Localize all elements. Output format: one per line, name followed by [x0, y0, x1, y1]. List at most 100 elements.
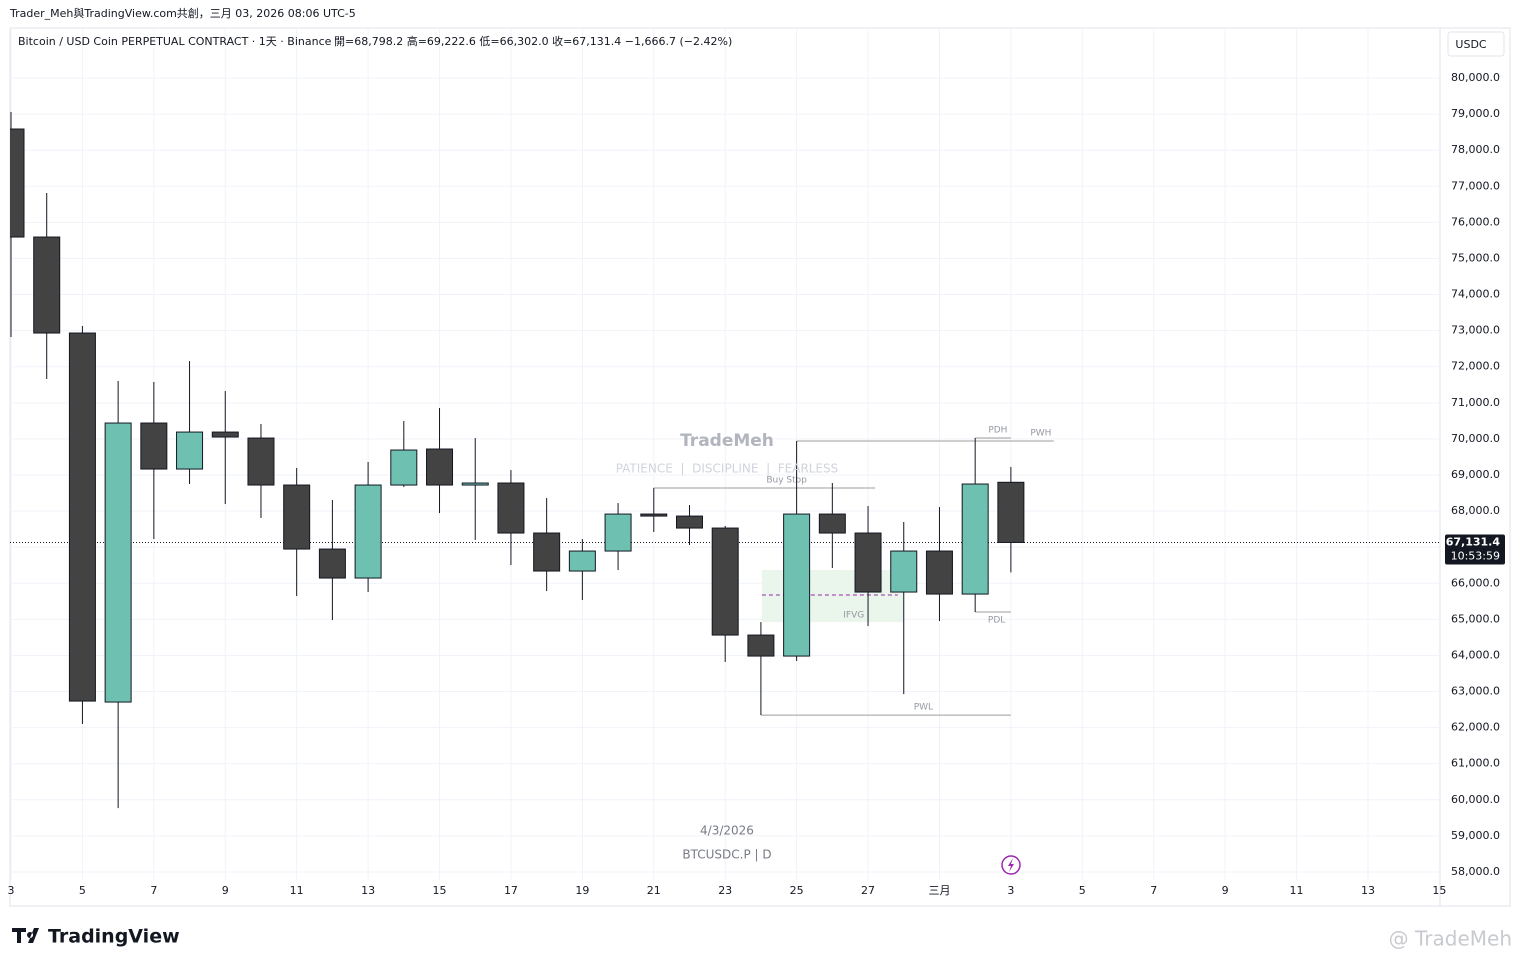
level-label: PWH	[1030, 429, 1051, 439]
x-tick-label: 11	[290, 884, 304, 897]
tv-logo-icon	[12, 928, 39, 943]
x-tick-label: 13	[361, 884, 375, 897]
y-tick-label: 66,000.0	[1451, 576, 1500, 589]
x-tick-label: 17	[504, 884, 518, 897]
x-tick-label: 19	[575, 884, 589, 897]
fvg-label: IFVG	[843, 611, 864, 621]
y-tick-label: 70,000.0	[1451, 432, 1500, 445]
x-tick-label: 3	[8, 884, 15, 897]
candle-body	[10, 128, 25, 238]
candle-body	[854, 532, 882, 593]
candle-body	[247, 437, 275, 486]
candle-body	[390, 449, 418, 486]
candle-body	[318, 548, 346, 579]
x-tick-label: 7	[150, 884, 157, 897]
y-tick-label: 78,000.0	[1451, 143, 1500, 156]
y-tick-label: 63,000.0	[1451, 685, 1500, 698]
countdown: 10:53:59	[1451, 549, 1500, 562]
x-tick-label: 11	[1290, 884, 1304, 897]
alert-bolt	[1008, 858, 1014, 872]
level-label: PWL	[914, 703, 933, 713]
candle-body	[925, 550, 953, 595]
y-tick-label: 68,000.0	[1451, 504, 1500, 517]
y-tick-label: 75,000.0	[1451, 251, 1500, 264]
x-tick-label: 25	[790, 884, 804, 897]
y-tick-label: 65,000.0	[1451, 612, 1500, 625]
y-tick-label: 72,000.0	[1451, 360, 1500, 373]
candle-body	[640, 513, 668, 517]
watermark-motto: PATIENCE | DISCIPLINE | FEARLESS	[616, 462, 839, 476]
y-tick-label: 60,000.0	[1451, 793, 1500, 806]
y-tick-label: 69,000.0	[1451, 468, 1500, 481]
candle-body	[818, 513, 846, 534]
watermark-date: 4/3/2026	[700, 824, 754, 838]
candle-body	[533, 532, 561, 572]
y-tick-label: 61,000.0	[1451, 757, 1500, 770]
x-tick-label: 27	[861, 884, 875, 897]
x-tick-label: 9	[1222, 884, 1229, 897]
x-tick-label: 5	[1079, 884, 1086, 897]
y-tick-label: 58,000.0	[1451, 865, 1500, 878]
y-tick-label: 80,000.0	[1451, 71, 1500, 84]
last-price-badge	[1445, 534, 1505, 565]
candle-body	[176, 431, 204, 470]
candle-body	[211, 431, 239, 438]
plot: IFVG PDH PWH Buy Stop PDL PWL	[10, 112, 1440, 809]
y-tick-label: 71,000.0	[1451, 396, 1500, 409]
candle-body	[497, 482, 525, 534]
candle-body	[997, 481, 1025, 543]
currency[interactable]: USDC	[1455, 38, 1487, 51]
y-tick-label: 73,000.0	[1451, 324, 1500, 337]
grid	[10, 28, 1440, 880]
y-tick-label: 76,000.0	[1451, 215, 1500, 228]
tv-logo: TradingView	[48, 926, 180, 948]
watermark-name: TradeMeh	[680, 431, 774, 451]
frame	[9, 27, 1511, 907]
candle-body	[140, 422, 168, 470]
y-tick-label: 62,000.0	[1451, 721, 1500, 734]
candle-body	[890, 550, 918, 593]
y-tick-label: 77,000.0	[1451, 179, 1500, 192]
candle-body	[104, 422, 132, 703]
ohlc-text: 開=68,798.2 高=69,222.6 低=66,302.0 收=67,13…	[334, 34, 732, 48]
candle-body	[961, 483, 989, 595]
x-tick-label: 三月	[928, 884, 950, 897]
y-tick-label: 79,000.0	[1451, 107, 1500, 120]
chart-title: Bitcoin / USD Coin PERPETUAL CONTRACT · …	[18, 35, 332, 48]
candle-body	[33, 236, 61, 334]
watermark-symbol: BTCUSDC.P | D	[682, 848, 771, 862]
x-tick-label: 7	[1150, 884, 1157, 897]
candle-body	[426, 448, 454, 486]
currency-box[interactable]	[1447, 31, 1505, 57]
level-label: PDL	[988, 616, 1005, 626]
x-tick-label: 9	[222, 884, 229, 897]
candle-body	[675, 515, 703, 529]
x-tick-label: 21	[647, 884, 661, 897]
y-tick-label: 64,000.0	[1451, 648, 1500, 661]
y-tick-label: 59,000.0	[1451, 829, 1500, 842]
x-tick-label: 15	[1432, 884, 1446, 897]
x-tick-label: 15	[433, 884, 447, 897]
candle-body	[604, 513, 632, 552]
credit: @ TradeMeh	[1389, 927, 1512, 951]
candle-body	[568, 550, 596, 572]
candle-body	[711, 527, 739, 636]
x-tick-label: 3	[1007, 884, 1014, 897]
x-tick-label: 13	[1361, 884, 1375, 897]
candle-body	[783, 513, 811, 657]
candle-body	[747, 634, 775, 657]
header: Trader_Meh與TradingView.com共創，三月 03, 2026…	[9, 6, 356, 20]
level-label: PDH	[988, 426, 1007, 436]
last-price-label: 67,131.4	[1446, 535, 1501, 548]
x-tick-label: 23	[718, 884, 732, 897]
level-label: Buy Stop	[766, 476, 807, 486]
axes: 58,000.0 59,000.0 60,000.0 61,000.0 62,000.0…	[8, 71, 1505, 897]
y-tick-label: 74,000.0	[1451, 288, 1500, 301]
candle-body	[68, 332, 96, 702]
x-tick-label: 5	[79, 884, 86, 897]
candle-body	[461, 482, 489, 486]
candle-body	[283, 484, 311, 550]
candle-body	[354, 484, 382, 579]
